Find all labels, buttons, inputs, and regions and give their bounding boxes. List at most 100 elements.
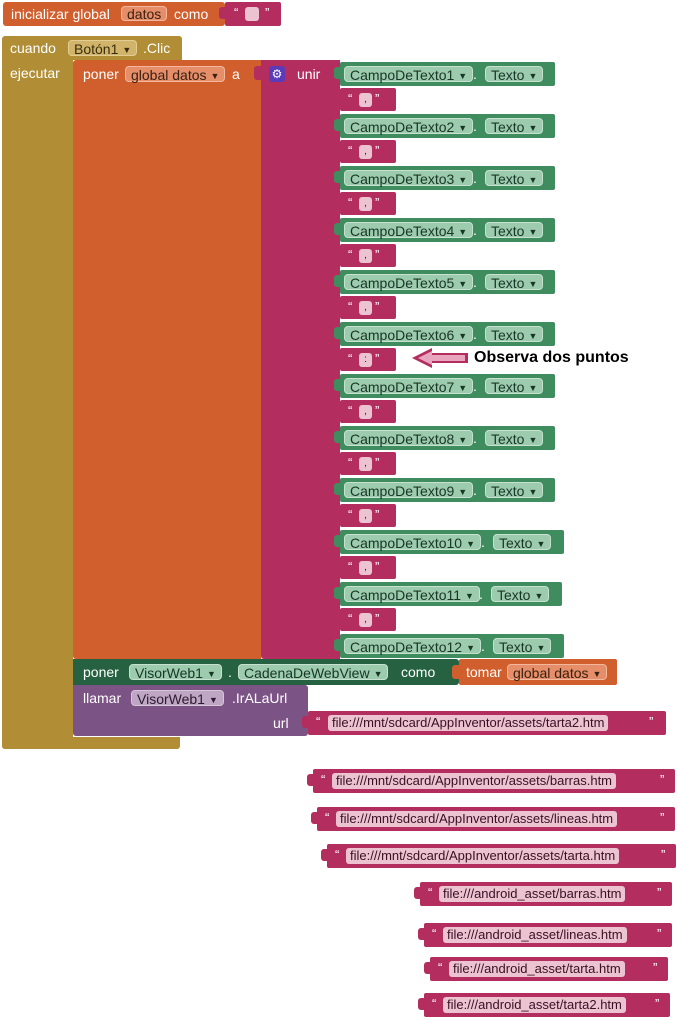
component-property-getter[interactable]: CampoDeTexto4 ▼. Texto ▼ xyxy=(334,218,555,242)
property-dropdown[interactable]: Texto ▼ xyxy=(485,482,544,499)
url-string-block[interactable]: “ file:///mnt/sdcard/AppInventor/assets/b… xyxy=(307,769,675,793)
event-component-dropdown[interactable]: Botón1 ▼ xyxy=(68,40,138,57)
separator-value-field[interactable]: , xyxy=(359,145,372,159)
component-property-getter[interactable]: CampoDeTexto5 ▼. Texto ▼ xyxy=(334,270,555,294)
component-property-getter[interactable]: CampoDeTexto11 ▼. Texto ▼ xyxy=(334,582,562,606)
call-component-dropdown[interactable]: VisorWeb1 ▼ xyxy=(131,690,224,707)
property-dropdown[interactable]: Texto ▼ xyxy=(491,586,550,603)
get-var-dropdown[interactable]: global datos ▼ xyxy=(507,664,608,681)
separator-value-field[interactable]: , xyxy=(359,613,372,627)
separator-value-field[interactable]: , xyxy=(359,405,372,419)
url-value-field[interactable]: file:///mnt/sdcard/AppInventor/assets/ta… xyxy=(328,715,609,731)
url-value-field[interactable]: file:///mnt/sdcard/AppInventor/assets/ta… xyxy=(346,848,620,864)
url-string-block[interactable]: “ file:///android_asset/tarta2.htm ” xyxy=(418,993,670,1017)
url-value-field[interactable]: file:///android_asset/barras.htm xyxy=(439,886,626,902)
separator-string-block[interactable]: “,” xyxy=(334,192,396,215)
init-value-string[interactable]: “ ” xyxy=(219,2,281,26)
component-property-getter[interactable]: CampoDeTexto10 ▼. Texto ▼ xyxy=(334,530,564,554)
property-dropdown[interactable]: Texto ▼ xyxy=(485,378,544,395)
separator-string-block[interactable]: “,” xyxy=(334,608,396,631)
join-block[interactable]: ⚙ unir xyxy=(254,60,340,659)
url-value-field[interactable]: file:///android_asset/lineas.htm xyxy=(443,927,627,943)
property-dropdown[interactable]: Texto ▼ xyxy=(493,638,552,655)
component-property-getter[interactable]: CampoDeTexto1 ▼. Texto ▼ xyxy=(334,62,555,86)
quote-open: “ xyxy=(348,559,353,574)
url-value-field[interactable]: file:///mnt/sdcard/AppInventor/assets/ba… xyxy=(332,773,617,789)
gear-icon[interactable]: ⚙ xyxy=(269,66,285,82)
separator-string-block[interactable]: “,” xyxy=(334,556,396,579)
url-value-field[interactable]: file:///android_asset/tarta2.htm xyxy=(443,997,626,1013)
component-dropdown[interactable]: CampoDeTexto7 ▼ xyxy=(344,378,474,395)
url-string-block[interactable]: “ file:///mnt/sdcard/AppInventor/assets/… xyxy=(302,711,666,735)
separator-value-field[interactable]: , xyxy=(359,509,372,523)
component-property-getter[interactable]: CampoDeTexto9 ▼. Texto ▼ xyxy=(334,478,555,502)
component-property-getter[interactable]: CampoDeTexto12 ▼. Texto ▼ xyxy=(334,634,564,658)
component-dropdown[interactable]: CampoDeTexto6 ▼ xyxy=(344,326,474,343)
separator-string-block[interactable]: “:” xyxy=(334,348,396,371)
property-dropdown[interactable]: Texto ▼ xyxy=(485,118,544,135)
url-string-block[interactable]: “ file:///android_asset/barras.htm ” xyxy=(414,882,672,906)
call-gotourl-block[interactable]: llamar VisorWeb1 ▼ .IrALaUrl url xyxy=(73,685,308,736)
set-webview-string-block[interactable]: poner VisorWeb1 ▼ . CadenaDeWebView ▼ como xyxy=(73,659,459,685)
component-property-getter[interactable]: CampoDeTexto7 ▼. Texto ▼ xyxy=(334,374,555,398)
separator-string-block[interactable]: “,” xyxy=(334,140,396,163)
get-global-block[interactable]: tomar global datos ▼ xyxy=(452,659,617,685)
separator-value-field[interactable]: : xyxy=(359,353,372,367)
set-global-block[interactable]: poner global datos ▼ a xyxy=(73,60,261,659)
separator-string-block[interactable]: “,” xyxy=(334,244,396,267)
separator-value-field[interactable]: , xyxy=(359,301,372,315)
component-dropdown[interactable]: CampoDeTexto8 ▼ xyxy=(344,430,474,447)
component-dropdown[interactable]: CampoDeTexto2 ▼ xyxy=(344,118,474,135)
component-property-getter[interactable]: CampoDeTexto3 ▼. Texto ▼ xyxy=(334,166,555,190)
separator-value-field[interactable]: , xyxy=(359,93,372,107)
property-dropdown[interactable]: Texto ▼ xyxy=(485,430,544,447)
separator-value-field[interactable]: , xyxy=(359,561,372,575)
component-property-getter[interactable]: CampoDeTexto2 ▼. Texto ▼ xyxy=(334,114,555,138)
var-name-field[interactable]: datos xyxy=(121,6,168,22)
component-property-getter[interactable]: CampoDeTexto6 ▼. Texto ▼ xyxy=(334,322,555,346)
component-dropdown[interactable]: CampoDeTexto10 ▼ xyxy=(344,534,481,551)
socket-tab xyxy=(302,716,309,728)
property-dropdown[interactable]: Texto ▼ xyxy=(493,534,552,551)
separator-string-block[interactable]: “,” xyxy=(334,296,396,319)
separator-value-field[interactable]: , xyxy=(359,197,372,211)
webview-component-dropdown[interactable]: VisorWeb1 ▼ xyxy=(129,664,222,681)
url-string-block[interactable]: “ file:///android_asset/lineas.htm ” xyxy=(418,923,672,947)
string-value-field[interactable] xyxy=(245,7,259,21)
url-string-block[interactable]: “ file:///android_asset/tarta.htm ” xyxy=(424,957,668,981)
component-property-getter[interactable]: CampoDeTexto8 ▼. Texto ▼ xyxy=(334,426,555,450)
webview-property-dropdown[interactable]: CadenaDeWebView ▼ xyxy=(238,664,389,681)
separator-string-block[interactable]: “,” xyxy=(334,400,396,423)
component-dropdown[interactable]: CampoDeTexto4 ▼ xyxy=(344,222,474,239)
separator-string-block[interactable]: “,” xyxy=(334,452,396,475)
property-dropdown[interactable]: Texto ▼ xyxy=(485,274,544,291)
property-dropdown[interactable]: Texto ▼ xyxy=(485,170,544,187)
separator-value-field[interactable]: , xyxy=(359,249,372,263)
init-global-block[interactable]: inicializar global datos como xyxy=(3,2,225,26)
button-click-event-block[interactable]: cuando Botón1 ▼ .Clic xyxy=(2,36,182,60)
property-dropdown[interactable]: Texto ▼ xyxy=(485,222,544,239)
socket-tab xyxy=(334,145,341,157)
separator-value-field[interactable]: , xyxy=(359,457,372,471)
component-dropdown[interactable]: CampoDeTexto1 ▼ xyxy=(344,66,474,83)
component-dropdown[interactable]: CampoDeTexto3 ▼ xyxy=(344,170,474,187)
event-do-label: ejecutar xyxy=(10,65,60,81)
url-string-block[interactable]: “ file:///mnt/sdcard/AppInventor/assets/t… xyxy=(321,844,676,868)
quote-close: ” xyxy=(660,772,665,787)
property-dropdown[interactable]: Texto ▼ xyxy=(485,326,544,343)
url-value-field[interactable]: file:///android_asset/tarta.htm xyxy=(449,961,625,977)
set-var-dropdown[interactable]: global datos ▼ xyxy=(125,66,226,83)
url-string-block[interactable]: “ file:///mnt/sdcard/AppInventor/assets/l… xyxy=(311,807,675,831)
url-value-field[interactable]: file:///mnt/sdcard/AppInventor/assets/li… xyxy=(336,811,618,827)
separator-string-block[interactable]: “,” xyxy=(334,88,396,111)
component-dropdown[interactable]: CampoDeTexto11 ▼ xyxy=(344,586,480,603)
component-dropdown[interactable]: CampoDeTexto12 ▼ xyxy=(344,638,481,655)
property-dropdown[interactable]: Texto ▼ xyxy=(485,66,544,83)
socket-tab xyxy=(334,587,341,599)
separator-string-block[interactable]: “,” xyxy=(334,504,396,527)
init-as-label: como xyxy=(174,6,209,22)
component-dropdown[interactable]: CampoDeTexto5 ▼ xyxy=(344,274,474,291)
event-body-column: ejecutar xyxy=(2,60,73,749)
component-dropdown[interactable]: CampoDeTexto9 ▼ xyxy=(344,482,474,499)
call-method-label: .IrALaUrl xyxy=(232,690,288,706)
